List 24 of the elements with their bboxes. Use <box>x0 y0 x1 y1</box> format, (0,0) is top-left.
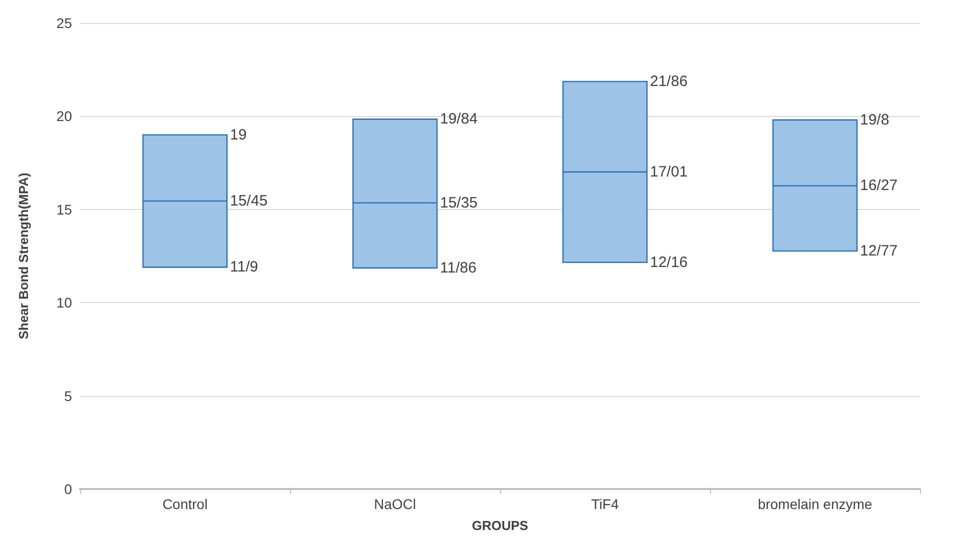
annotation: 12/77 <box>860 242 898 260</box>
annotation: 15/45 <box>230 192 268 210</box>
annotation: 12/16 <box>650 254 688 271</box>
annotation: 19/8 <box>860 111 890 128</box>
y-tick-label: 10 <box>56 294 72 311</box>
x-tick-label: Control <box>162 496 208 512</box>
annotation: 19 <box>230 126 247 144</box>
y-tick-label: 0 <box>64 481 72 497</box>
annotation: 17/01 <box>650 163 688 180</box>
annotation: 19/84 <box>440 110 478 128</box>
annotation: 16/27 <box>860 177 898 194</box>
annotation: 15/35 <box>440 194 478 212</box>
x-axis-title: GROUPS <box>472 518 528 533</box>
annotation: 21/86 <box>650 73 688 90</box>
x-tick-label: bromelain enzyme <box>758 496 872 512</box>
y-tick-label: 15 <box>56 201 72 218</box>
annotation: 11/9 <box>230 258 258 276</box>
x-tick-label: TiF4 <box>591 496 619 512</box>
y-tick-label: 20 <box>56 108 72 124</box>
x-tick-label: NaOCl <box>374 496 416 512</box>
y-tick-label: 25 <box>56 15 72 31</box>
y-axis-title: Shear Bond Strength(MPA) <box>16 172 31 340</box>
y-tick-label: 5 <box>64 388 72 404</box>
annotation: 11/86 <box>440 259 476 276</box>
